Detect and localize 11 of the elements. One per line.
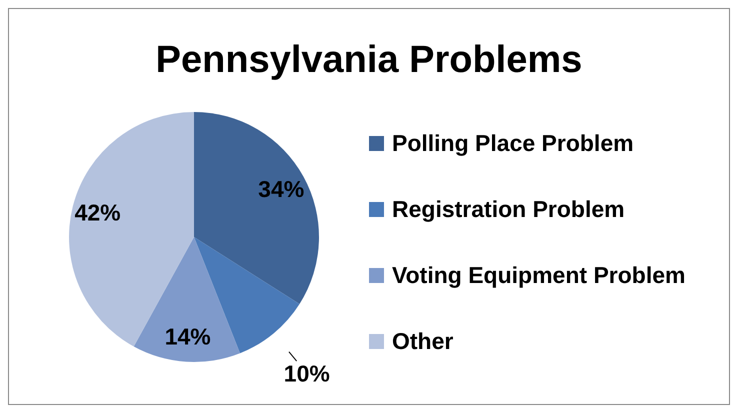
legend-label: Registration Problem	[392, 196, 625, 222]
data-label: 14%	[164, 323, 211, 350]
legend-label: Polling Place Problem	[392, 130, 634, 156]
legend-label: Other	[392, 328, 454, 354]
data-label: 10%	[284, 360, 330, 386]
chart-title: Pennsylvania Problems	[154, 39, 584, 82]
pie-slice	[134, 237, 240, 362]
legend-label: Voting Equipment Problem	[392, 262, 686, 288]
data-label: 34%	[258, 176, 304, 202]
data-label: 42%	[74, 199, 121, 226]
pie-slice	[194, 112, 319, 304]
